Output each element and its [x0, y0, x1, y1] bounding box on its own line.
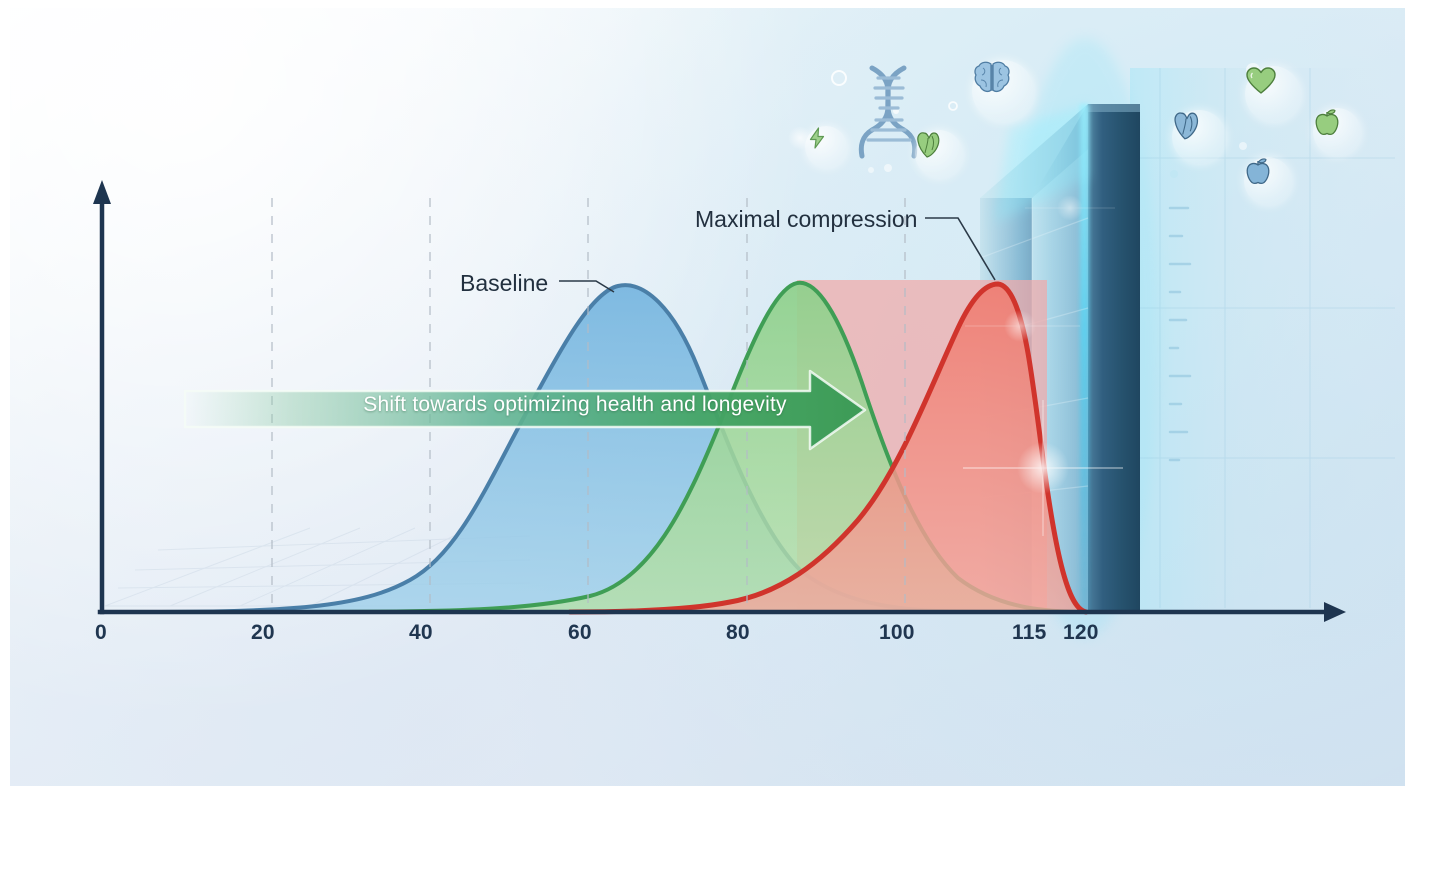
- heart-shape-green-icon-badge: [1245, 66, 1301, 122]
- chart-svg: [93, 38, 1395, 638]
- heart-anatomical-blue-icon-badge: [1172, 110, 1226, 164]
- baseline-leader: [559, 280, 615, 293]
- xtick-label-60: 60: [568, 621, 592, 644]
- maximal-compression-annotation-label: Maximal compression: [695, 206, 918, 232]
- dna-helix-icon-wrap: [852, 60, 924, 164]
- heart-anatomical-green-icon-badge: [915, 130, 963, 178]
- chart-panel: Baseline Maximal compression Shift towar…: [10, 8, 1405, 786]
- xtick-label-100: 100: [879, 621, 915, 644]
- heart-shape-green-icon: [1246, 67, 1276, 94]
- xtick-label-0: 0: [95, 621, 107, 644]
- xtick-label-120: 120: [1063, 621, 1099, 644]
- axes: [93, 180, 1346, 622]
- baseline-annotation-label: Baseline: [460, 270, 549, 296]
- tech-grid: [1130, 68, 1395, 608]
- lightning-bolt-icon: [809, 127, 825, 149]
- dna-helix-icon: [858, 65, 918, 159]
- shift-arrow: [183, 369, 867, 451]
- xtick-label-115: 115: [1012, 621, 1047, 644]
- lens-flares: [963, 195, 1123, 536]
- apple-blue-icon-badge: [1244, 157, 1292, 205]
- apple-green-icon-badge: [1313, 108, 1361, 156]
- anatomical-heart-green-icon: [917, 132, 940, 158]
- brain-icon: [974, 61, 1010, 93]
- xtick-label-40: 40: [409, 621, 433, 644]
- biological-limit-wall: [979, 38, 1395, 638]
- apple-green-icon: [1315, 109, 1339, 136]
- apple-blue-icon: [1246, 158, 1270, 185]
- anatomical-heart-blue-icon: [1174, 112, 1199, 140]
- maximal-compression-leader: [925, 217, 996, 281]
- lightning-bolt-icon-badge: [805, 126, 847, 168]
- xtick-label-80: 80: [726, 621, 750, 644]
- tech-ticks: [1168, 206, 1192, 462]
- annotation-leaders: [559, 217, 996, 293]
- xtick-label-20: 20: [251, 621, 275, 644]
- brain-icon-badge: [972, 60, 1034, 122]
